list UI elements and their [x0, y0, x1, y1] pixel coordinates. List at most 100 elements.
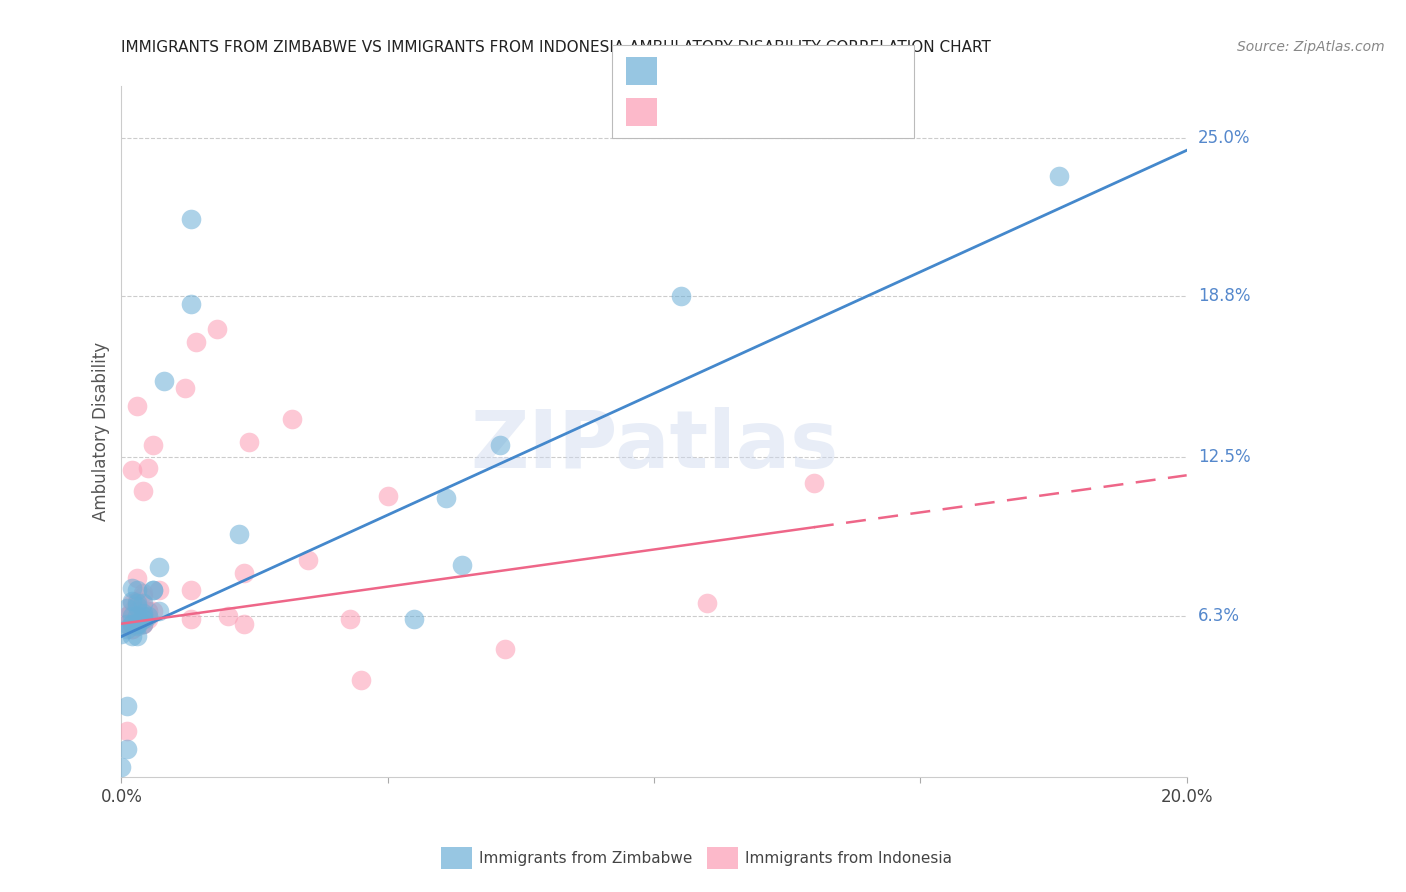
Point	[404, 611, 426, 625]
Point	[115, 601, 138, 615]
Text: ZIPatlas: ZIPatlas	[470, 407, 838, 484]
Text: 25.0%: 25.0%	[1198, 128, 1250, 146]
Text: 58: 58	[808, 103, 831, 121]
Point	[110, 627, 132, 641]
Point	[115, 616, 138, 631]
Point	[115, 616, 138, 631]
Point	[207, 322, 229, 336]
Point	[233, 616, 256, 631]
Point	[136, 609, 159, 624]
Point	[121, 609, 143, 624]
Point	[132, 609, 155, 624]
Point	[136, 604, 159, 618]
Point	[451, 558, 474, 572]
Point	[174, 381, 197, 395]
Text: 0.217: 0.217	[707, 103, 759, 121]
Point	[228, 527, 250, 541]
Point	[115, 622, 138, 636]
Point	[132, 589, 155, 603]
Text: N =: N =	[770, 62, 807, 79]
Point	[121, 593, 143, 607]
Point	[121, 622, 143, 636]
Point	[148, 583, 170, 598]
Point	[121, 596, 143, 610]
Point	[132, 609, 155, 624]
Point	[115, 724, 138, 739]
Point	[180, 583, 202, 598]
Point	[127, 604, 149, 618]
Point	[115, 698, 138, 713]
Point	[136, 604, 159, 618]
Point	[127, 616, 149, 631]
Point	[115, 609, 138, 624]
Point	[121, 609, 143, 624]
Point	[180, 212, 202, 227]
Point	[136, 460, 159, 475]
Point	[121, 616, 143, 631]
Text: R =: R =	[668, 62, 704, 79]
Point	[121, 609, 143, 624]
Point	[127, 596, 149, 610]
Text: 18.8%: 18.8%	[1198, 287, 1250, 305]
Point	[132, 586, 155, 600]
Point	[115, 609, 138, 624]
Point	[148, 560, 170, 574]
Point	[494, 642, 516, 657]
Point	[127, 399, 149, 413]
Point	[233, 566, 256, 580]
Text: N =: N =	[770, 103, 807, 121]
Point	[339, 611, 361, 625]
Point	[180, 297, 202, 311]
Point	[115, 742, 138, 756]
Point	[148, 604, 170, 618]
Point	[127, 593, 149, 607]
Text: IMMIGRANTS FROM ZIMBABWE VS IMMIGRANTS FROM INDONESIA AMBULATORY DISABILITY CORR: IMMIGRANTS FROM ZIMBABWE VS IMMIGRANTS F…	[121, 40, 991, 55]
Point	[121, 616, 143, 631]
Point	[121, 622, 143, 636]
Point	[121, 463, 143, 477]
Point	[1047, 169, 1070, 183]
Point	[488, 437, 510, 451]
Point	[132, 596, 155, 610]
Text: Immigrants from Zimbabwe: Immigrants from Zimbabwe	[479, 851, 692, 865]
Point	[127, 609, 149, 624]
Point	[127, 604, 149, 618]
Point	[281, 412, 304, 426]
Point	[121, 630, 143, 644]
Point	[184, 335, 207, 350]
Point	[127, 609, 149, 624]
Text: 43: 43	[808, 62, 832, 79]
Point	[127, 599, 149, 613]
Point	[110, 760, 132, 774]
Point	[121, 616, 143, 631]
Point	[127, 619, 149, 633]
Point	[669, 289, 692, 303]
Point	[180, 611, 202, 625]
Point	[434, 491, 457, 506]
Text: 0.547: 0.547	[707, 62, 759, 79]
Point	[121, 616, 143, 631]
Point	[127, 583, 149, 598]
Point	[127, 596, 149, 610]
Point	[132, 611, 155, 625]
Point	[132, 607, 155, 621]
Point	[127, 609, 149, 624]
Point	[142, 604, 165, 618]
Point	[132, 616, 155, 631]
Point	[142, 583, 165, 598]
Point	[696, 596, 718, 610]
Point	[132, 609, 155, 624]
Point	[132, 483, 155, 498]
Point	[132, 616, 155, 631]
Point	[132, 611, 155, 625]
Point	[238, 435, 260, 450]
Point	[132, 616, 155, 631]
Point	[132, 609, 155, 624]
Point	[127, 616, 149, 631]
Point	[350, 673, 373, 687]
Point	[142, 437, 165, 451]
Point	[142, 583, 165, 598]
Point	[132, 604, 155, 618]
Point	[127, 571, 149, 585]
Text: Immigrants from Indonesia: Immigrants from Indonesia	[745, 851, 952, 865]
